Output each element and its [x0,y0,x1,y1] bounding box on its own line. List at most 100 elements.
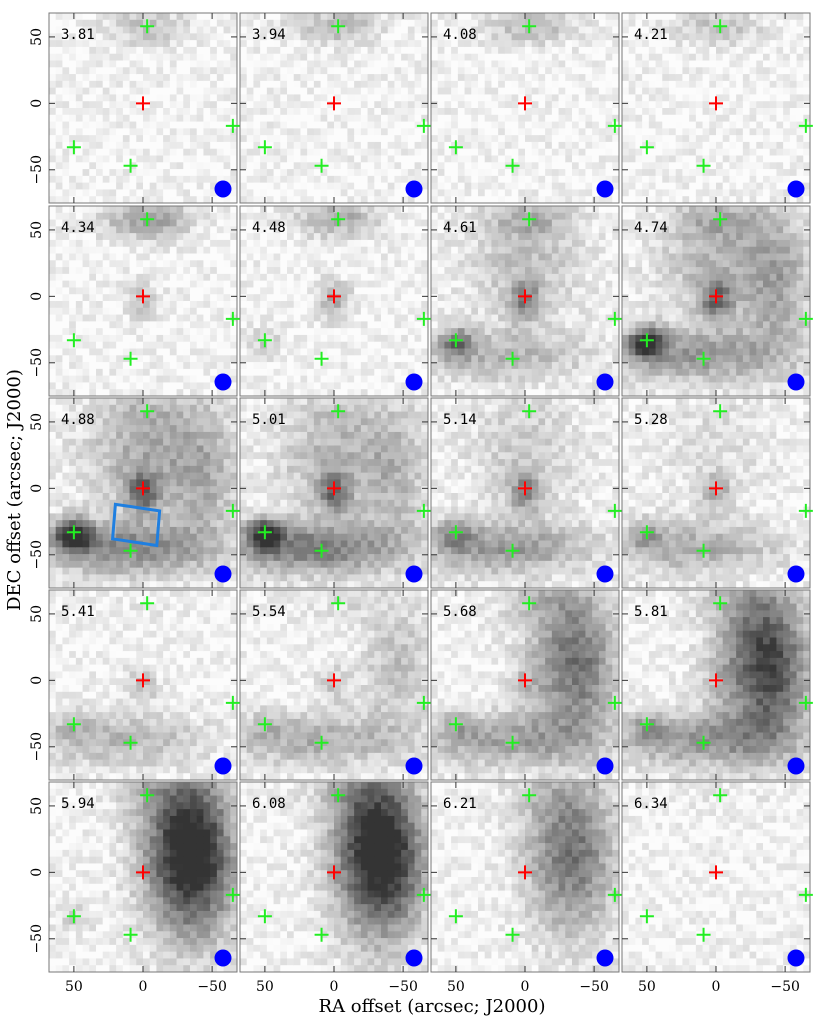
pixel-cell [266,334,275,343]
pixel-cell [102,219,111,227]
pixel-cell [354,74,362,82]
pixel-cell [49,382,57,390]
pixel-cell [354,108,362,116]
pixel-cell [253,135,261,143]
pixel-cell [635,128,643,136]
pixel-cell [354,19,362,28]
pixel-cell [320,233,328,241]
pixel-cell [605,148,613,157]
pixel-cell [149,53,158,62]
pixel-cell [478,19,486,28]
pixel-cell [387,233,396,241]
pixel-cell [776,189,784,197]
pixel-cell [394,389,402,396]
pixel-cell [464,94,472,102]
pixel-cell [796,141,804,150]
pixel-cell [531,67,540,75]
pixel-cell [320,13,328,21]
pixel-cell [183,121,191,129]
pixel-cell [525,94,533,102]
pixel-cell [183,280,191,289]
pixel-cell [628,169,637,177]
pixel-cell [347,348,355,356]
pixel-cell [216,135,225,143]
pixel-cell [327,239,335,248]
pixel-cell [183,273,191,282]
pixel-cell [374,46,382,55]
pixel-cell [803,182,810,191]
pixel-cell [709,162,717,170]
pixel-cell [183,375,191,384]
pixel-cell [612,148,619,157]
pixel-cell [300,389,308,396]
pixel-cell [143,389,151,396]
pixel-cell [669,94,677,102]
pixel-cell [381,260,389,268]
pixel-cell [313,135,322,143]
pixel-cell [260,321,268,329]
pixel-cell [605,60,613,68]
pixel-cell [525,121,533,129]
pixel-cell [749,67,757,75]
pixel-cell [622,46,630,55]
pixel-cell [320,341,328,350]
pixel-cell [545,67,553,75]
pixel-cell [69,141,77,150]
pixel-cell [240,348,248,356]
pixel-cell [538,128,546,136]
pixel-cell [347,355,355,363]
pixel-cell [313,155,322,163]
pixel-cell [320,175,328,184]
pixel-cell [287,189,295,197]
pixel-cell [354,314,362,322]
pixel-cell [183,101,191,109]
pixel-cell [444,341,452,350]
pixel-cell [230,26,237,34]
pixel-cell [223,328,231,336]
pixel-cell [149,189,158,197]
pixel-cell [722,80,731,89]
pixel-cell [662,155,670,163]
pixel-cell [210,328,218,336]
pixel-cell [210,382,218,390]
pixel-cell [729,74,737,82]
pixel-cell [431,219,439,227]
pixel-cell [394,87,402,96]
pixel-cell [75,108,84,116]
pixel-cell [116,53,124,62]
pixel-cell [287,108,295,116]
pixel-cell [149,226,158,234]
pixel-cell [716,108,724,116]
pixel-cell [240,80,248,89]
pixel-cell [169,175,178,184]
pixel-cell [437,128,446,136]
pixel-cell [260,108,268,116]
pixel-cell [82,382,90,390]
pixel-cell [572,175,580,184]
pixel-cell [347,368,355,377]
pixel-cell [635,162,643,170]
pixel-cell [122,80,131,89]
pixel-cell [62,114,70,123]
pixel-cell [55,246,64,255]
pixel-cell [327,321,335,329]
pixel-cell [381,280,389,289]
pixel-cell [300,226,308,234]
pixel-cell [89,301,97,309]
pixel-cell [401,80,409,89]
pixel-cell [203,307,211,316]
pixel-cell [102,101,111,109]
pixel-cell [749,141,757,150]
pixel-cell [451,175,459,184]
pixel-cell [695,46,704,55]
pixel-cell [401,368,409,377]
pixel-cell [136,108,144,116]
pixel-cell [149,239,158,248]
pixel-cell [491,155,499,163]
pixel-cell [662,175,670,184]
pixel-cell [695,196,704,203]
pixel-cell [669,101,677,109]
pixel-cell [96,40,104,48]
pixel-cell [578,162,587,170]
pixel-cell [327,368,335,377]
